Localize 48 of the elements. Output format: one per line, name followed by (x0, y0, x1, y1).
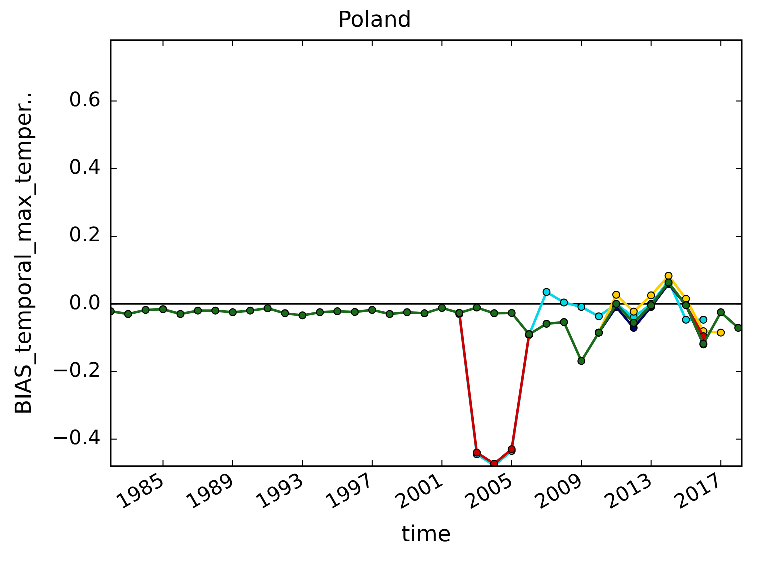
point (142, 306, 150, 314)
point (264, 304, 272, 312)
y-tick-label: 0.0 (69, 290, 101, 314)
y-tick-label: −0.2 (52, 358, 101, 382)
point (246, 306, 254, 315)
point (124, 310, 132, 318)
point (212, 306, 220, 315)
point (351, 308, 360, 316)
point (316, 308, 324, 317)
point (560, 298, 568, 307)
point (228, 308, 237, 317)
point (159, 306, 168, 314)
point (386, 310, 394, 318)
point (438, 304, 446, 312)
point (473, 304, 482, 312)
point (560, 318, 568, 326)
point (420, 310, 429, 318)
y-tick-label: 0.4 (69, 155, 101, 180)
point (490, 310, 498, 318)
point (682, 316, 690, 324)
point (578, 357, 586, 366)
point (298, 312, 307, 320)
point (334, 308, 342, 316)
y-tick-label: 0.2 (69, 222, 101, 247)
point (368, 306, 376, 314)
point (664, 272, 673, 280)
point (281, 310, 290, 318)
x-axis-title: time (402, 522, 452, 548)
point (595, 312, 604, 321)
point (578, 303, 586, 312)
point (403, 308, 412, 317)
point (542, 288, 551, 296)
chart-title: Poland (338, 8, 412, 33)
point (630, 319, 638, 328)
point (194, 306, 202, 315)
point (734, 324, 742, 332)
point (717, 308, 726, 317)
point (542, 320, 551, 328)
point (647, 292, 656, 300)
point (717, 328, 726, 337)
point (508, 309, 516, 318)
point (700, 316, 708, 324)
y-tick-label: −0.4 (52, 426, 101, 450)
point (612, 290, 620, 299)
point (630, 308, 638, 316)
y-tick-label: 0.6 (69, 87, 101, 112)
y-axis-title: BIAS_temporal_max_temper.. (12, 92, 37, 416)
point (176, 310, 185, 318)
